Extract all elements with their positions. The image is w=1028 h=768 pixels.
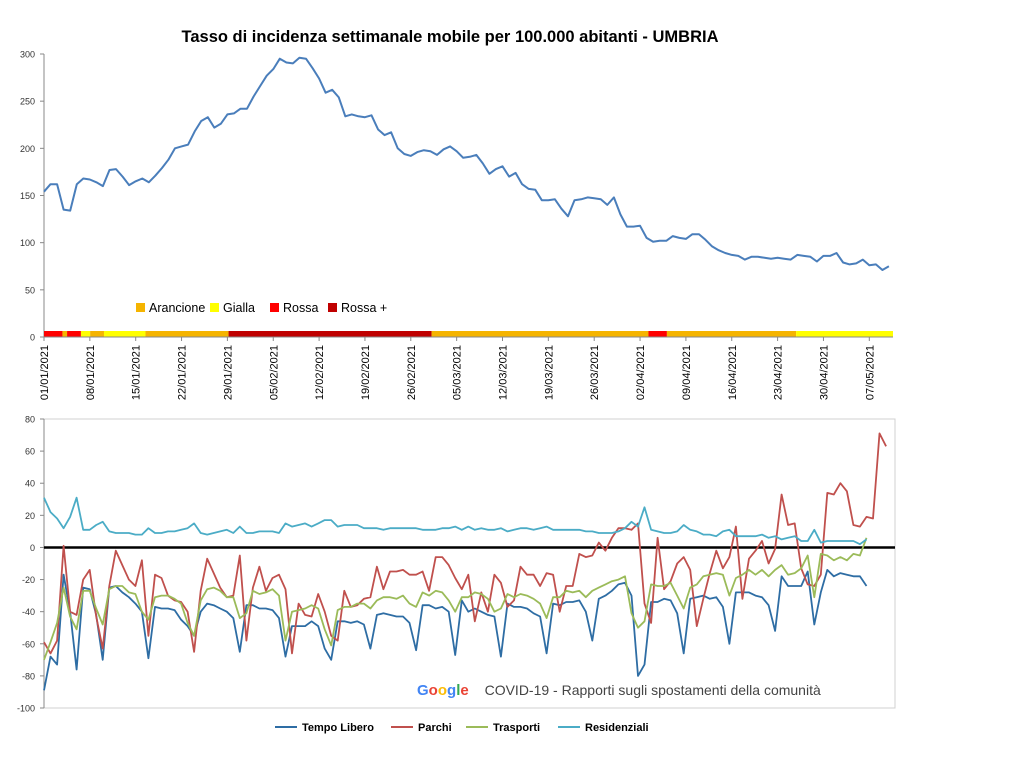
source-note: COVID-19 - Rapporti sugli spostamenti de…: [484, 682, 821, 698]
legend-label: Parchi: [418, 722, 452, 734]
x-tick-label: 22/01/2021: [177, 345, 189, 400]
x-tick-label: 23/04/2021: [773, 345, 785, 400]
y-tick-label: 80: [25, 415, 35, 425]
x-tick-label: 12/02/2021: [314, 345, 326, 400]
x-tick-label: 26/03/2021: [589, 345, 601, 400]
zone-band: [44, 331, 893, 338]
top-axes: 0 50 100 150 200 250 300: [20, 50, 45, 343]
series-tempo-libero: [43, 569, 868, 691]
y-tick-label: 100: [20, 238, 35, 248]
x-tick-label: 30/04/2021: [818, 345, 830, 400]
zone-segment: [44, 331, 63, 337]
x-tick-label: 07/05/2021: [864, 345, 876, 400]
zone-segment: [228, 331, 432, 337]
zone-legend-swatch: [210, 303, 219, 312]
legend-item: Trasporti: [466, 722, 540, 734]
zone-segment: [90, 331, 104, 337]
series-trasporti: [43, 537, 868, 661]
x-tick-label: 05/03/2021: [452, 345, 464, 400]
y-tick-label: 0: [30, 333, 35, 343]
y-tick-label: 0: [30, 543, 35, 553]
zone-legend: Arancione Gialla Rossa Rossa +: [136, 301, 387, 315]
y-tick-label: 150: [20, 191, 35, 201]
zone-legend-swatch: [328, 303, 337, 312]
zone-segment: [666, 331, 797, 337]
zone-legend-swatch: [136, 303, 145, 312]
zone-segment: [67, 331, 81, 337]
zone-segment: [796, 331, 893, 337]
x-tick-label: 26/02/2021: [406, 345, 418, 400]
y-tick-label: 20: [25, 511, 35, 521]
x-tick-label: 01/01/2021: [39, 345, 51, 400]
zone-segment: [62, 331, 68, 337]
bottom-axes: -100 -80 -60 -40 -20 0 20 40 60 80: [17, 415, 896, 714]
x-tick-label: 19/02/2021: [360, 345, 372, 400]
plot-frame: [43, 418, 896, 709]
legend-label: Tempo Libero: [302, 722, 374, 734]
y-tick-label: -20: [22, 575, 35, 585]
series-residenziali: [43, 496, 868, 546]
chart-title: Tasso di incidenza settimanale mobile pe…: [181, 28, 718, 46]
zone-legend-label: Arancione: [149, 301, 205, 315]
legend-label: Trasporti: [493, 722, 541, 734]
y-tick-label: 200: [20, 144, 35, 154]
zone-segment: [145, 331, 229, 337]
zone-segment: [431, 331, 649, 337]
incidence-line: [43, 56, 890, 271]
google-attribution: Google COVID-19 - Rapporti sugli spostam…: [417, 682, 821, 699]
legend-swatch: [558, 726, 580, 729]
zone-legend-label: Rossa +: [341, 301, 387, 315]
series-parchi: [43, 432, 887, 655]
x-tick-label: 29/01/2021: [222, 345, 234, 400]
zone-segment: [103, 331, 146, 337]
y-tick-label: -60: [22, 639, 35, 649]
x-tick-label: 09/04/2021: [681, 345, 693, 400]
zone-legend-label: Rossa: [283, 301, 318, 315]
x-tick-label: 16/04/2021: [727, 345, 739, 400]
x-tick-label: 02/04/2021: [635, 345, 647, 400]
y-tick-label: 300: [20, 50, 35, 60]
y-tick-label: 60: [25, 447, 35, 457]
y-tick-label: 250: [20, 97, 35, 107]
legend-item: Tempo Libero: [275, 722, 374, 734]
legend-swatch: [466, 726, 488, 729]
x-tick-label: 12/03/2021: [498, 345, 510, 400]
google-logo: Google: [417, 682, 469, 699]
legend-swatch: [275, 726, 297, 729]
mobility-series: [43, 432, 887, 691]
legend-swatch: [391, 726, 413, 729]
y-tick-label: -80: [22, 671, 35, 681]
zone-segment: [648, 331, 667, 337]
incidence-series: [43, 56, 890, 271]
legend-label: Residenziali: [585, 722, 649, 734]
x-axis-labels: 01/01/2021 08/01/2021 15/01/2021 22/01/2021…: [39, 337, 876, 400]
x-tick-label: 05/02/2021: [268, 345, 280, 400]
y-tick-label: 40: [25, 479, 35, 489]
x-tick-label: 08/01/2021: [85, 345, 97, 400]
mobility-legend: Tempo Libero Parchi Trasporti Residenziali: [0, 722, 1028, 742]
x-tick-label: 15/01/2021: [131, 345, 143, 400]
zone-segment: [80, 331, 91, 337]
y-tick-label: 50: [25, 285, 35, 295]
zone-legend-label: Gialla: [223, 301, 255, 315]
y-tick-label: -100: [17, 704, 35, 714]
zone-legend-swatch: [270, 303, 279, 312]
legend-item: Parchi: [391, 722, 452, 734]
legend-item: Residenziali: [558, 722, 649, 734]
x-tick-label: 19/03/2021: [543, 345, 555, 400]
y-tick-label: -40: [22, 607, 35, 617]
